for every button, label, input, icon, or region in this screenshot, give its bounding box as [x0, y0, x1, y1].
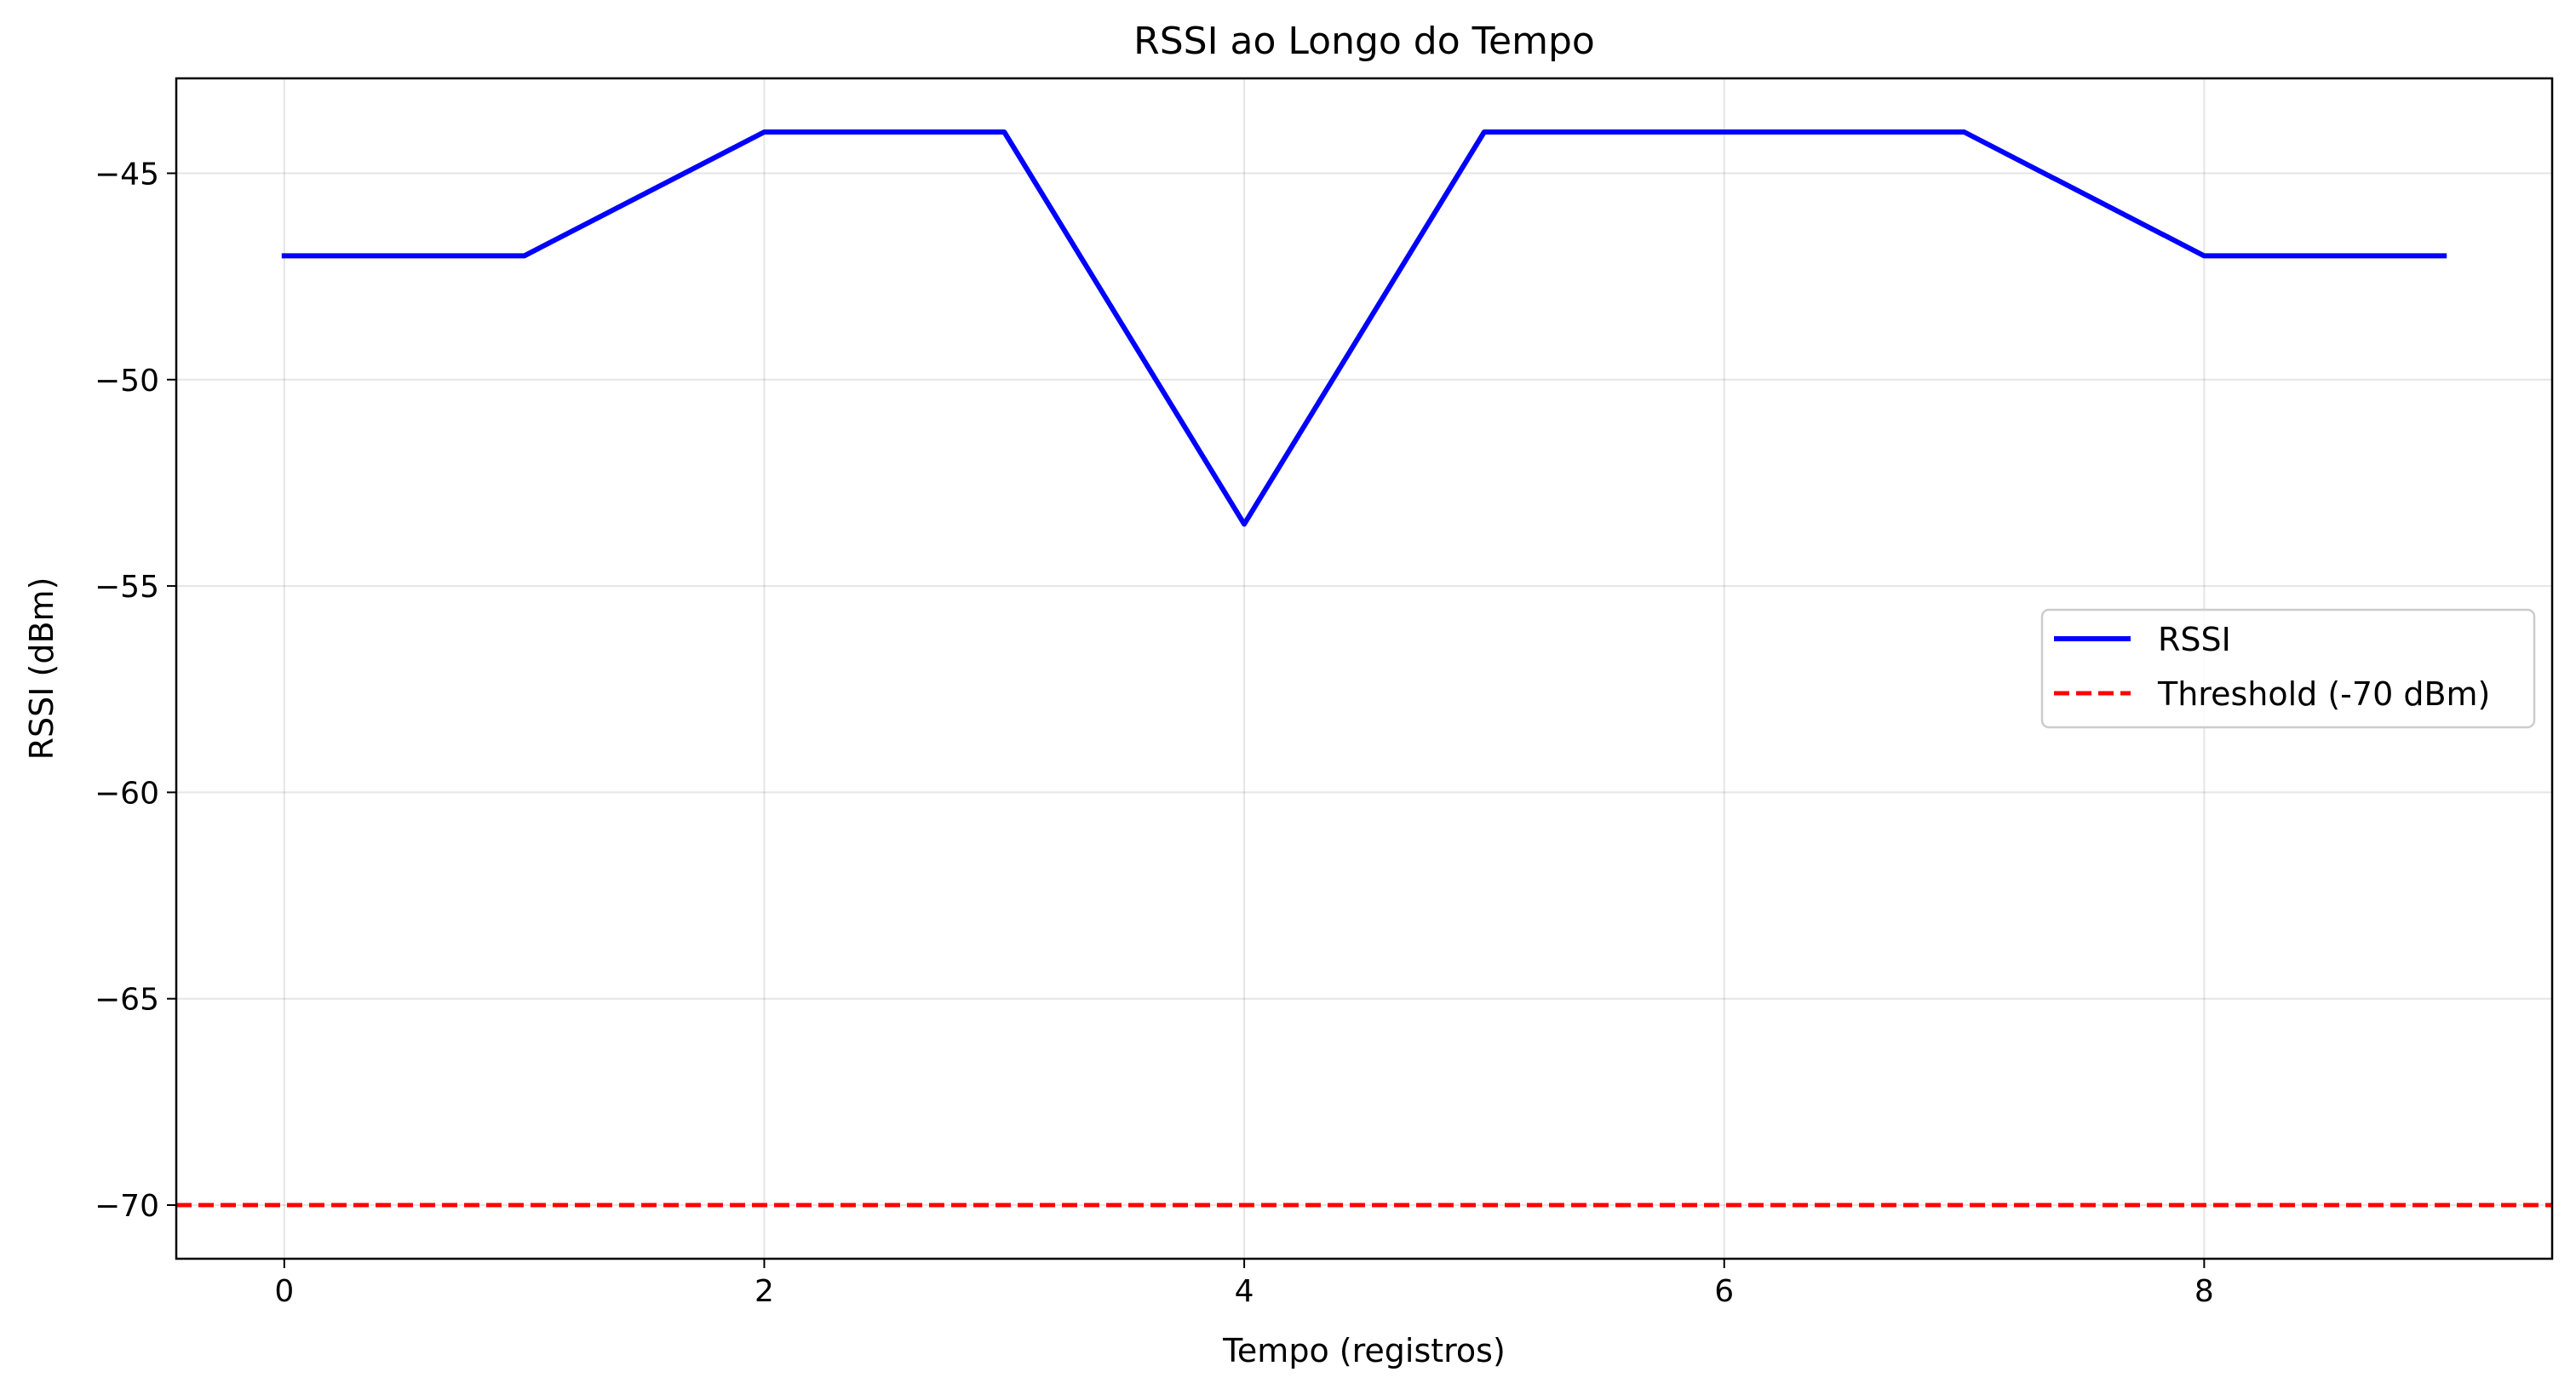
y-tick-label: −60 — [95, 776, 159, 811]
x-tick-label: 2 — [754, 1274, 774, 1309]
legend-box — [2040, 608, 2536, 729]
series-layer — [281, 129, 2447, 527]
legend: RSSI Threshold (-70 dBm) — [2040, 608, 2536, 729]
x-tick-label: 8 — [2194, 1274, 2214, 1309]
y-axis-label: RSSI (dBm) — [23, 577, 60, 761]
tick-layer: 0 2 4 6 8 −45 −50 −55 −60 −65 −70 — [95, 157, 2214, 1309]
y-tick-label: −45 — [95, 157, 159, 192]
x-axis-label: Tempo (registros) — [1222, 1332, 1506, 1369]
y-tick-label: −50 — [95, 364, 159, 399]
legend-label-threshold: Threshold (-70 dBm) — [2157, 675, 2490, 713]
x-tick-label: 6 — [1714, 1274, 1734, 1309]
y-tick-label: −70 — [95, 1189, 159, 1224]
x-tick-label: 0 — [274, 1274, 294, 1309]
series-line-rssi — [281, 129, 2447, 527]
chart-title: RSSI ao Longo do Tempo — [1133, 20, 1595, 63]
x-tick-label: 4 — [1235, 1274, 1254, 1309]
y-tick-label: −55 — [95, 570, 159, 605]
legend-label-rssi: RSSI — [2158, 621, 2231, 658]
y-tick-label: −65 — [95, 983, 159, 1018]
plot-area-frame — [175, 77, 2554, 1260]
